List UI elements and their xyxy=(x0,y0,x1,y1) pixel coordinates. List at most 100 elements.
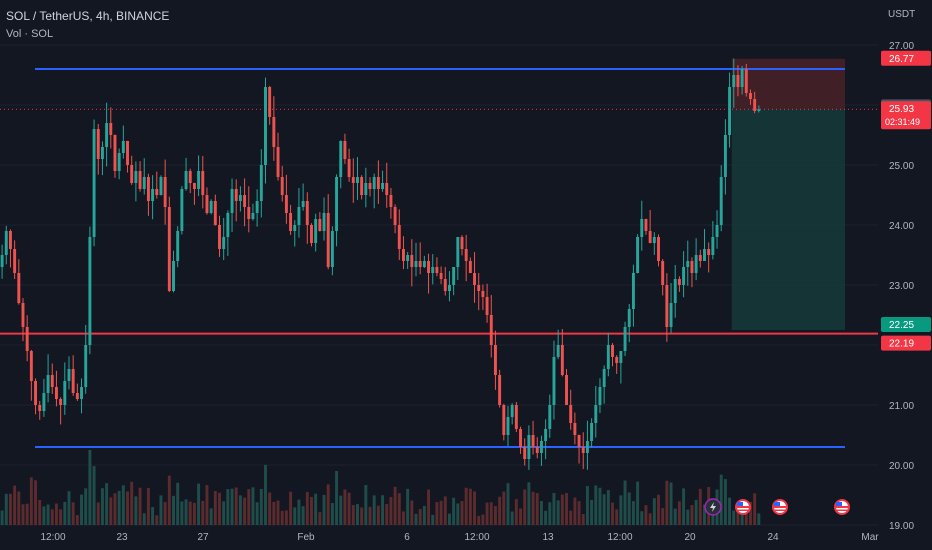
candle-body xyxy=(694,255,698,273)
candle-body xyxy=(657,237,660,261)
volume-bar xyxy=(673,508,677,525)
candle-body xyxy=(213,201,217,225)
volume-bar xyxy=(109,497,113,525)
volume-bar xyxy=(356,504,359,525)
volume-bar xyxy=(121,485,125,525)
candle-body xyxy=(96,129,100,159)
candle-body xyxy=(13,249,17,273)
candle-body xyxy=(673,279,677,303)
position-tool[interactable] xyxy=(731,58,845,330)
candle-body xyxy=(498,375,502,405)
candle-body xyxy=(163,177,167,207)
candle-body xyxy=(393,207,397,225)
volume-bar xyxy=(188,501,192,525)
volume-bar xyxy=(155,515,159,525)
candle-body xyxy=(381,183,385,189)
candle-body xyxy=(631,273,635,309)
volume-bar xyxy=(172,495,175,525)
price-tick-label: 25.00 xyxy=(889,161,914,172)
us-flag-stripe xyxy=(774,509,786,511)
candle-body xyxy=(753,99,757,111)
candle-body xyxy=(222,237,226,249)
volume-bar xyxy=(88,450,92,525)
volume-bar xyxy=(565,492,568,525)
candle-body xyxy=(356,177,359,183)
time-tick-label: 13 xyxy=(542,532,554,543)
candle-body xyxy=(330,231,334,267)
price-label-text: 22.25 xyxy=(889,320,914,331)
candle-body xyxy=(661,261,665,285)
candle-body xyxy=(54,387,58,399)
currency-label: USDT xyxy=(888,9,916,20)
candle-body xyxy=(21,303,25,327)
volume-bar xyxy=(126,491,129,525)
price-label-bg xyxy=(881,101,931,130)
candle-body xyxy=(126,141,129,165)
candle-body xyxy=(565,375,568,405)
candle-body xyxy=(707,249,711,255)
volume-bar xyxy=(703,504,706,525)
candle-body xyxy=(184,171,188,189)
candle-body xyxy=(652,237,656,243)
chart-title[interactable]: SOL / TetherUS, 4h, BINANCE xyxy=(6,9,170,23)
volume-bar xyxy=(25,503,29,525)
volume-bar xyxy=(757,513,761,525)
volume-bar xyxy=(343,489,347,525)
candle-body xyxy=(535,447,539,453)
candle-body xyxy=(75,393,79,399)
candle-body xyxy=(539,441,543,453)
volume-bar xyxy=(151,507,155,525)
candle-body xyxy=(167,207,171,291)
candle-body xyxy=(606,345,610,369)
volume-bar xyxy=(243,497,247,525)
volume-bar xyxy=(159,495,163,525)
candle-body xyxy=(439,273,443,279)
price-tick-label: 20.00 xyxy=(889,461,914,472)
volume-bar xyxy=(130,481,134,525)
candle-body xyxy=(623,327,627,351)
candle-body xyxy=(477,285,481,291)
horizontal-lines-layer[interactable] xyxy=(0,68,878,448)
candle-body xyxy=(38,405,42,411)
time-axis[interactable]: 12:00 23 27 Feb 6 12:00 13 12:00 20 24 Mar xyxy=(40,532,879,543)
candle-body xyxy=(368,183,372,189)
volume-bar xyxy=(443,496,447,525)
volume-bar xyxy=(146,488,150,525)
candle-body xyxy=(25,327,29,351)
volume-bar xyxy=(113,493,117,525)
price-tick-label: 23.00 xyxy=(889,281,914,292)
volume-bar xyxy=(54,503,58,525)
candle-body xyxy=(531,435,535,447)
us-flag-stripe xyxy=(737,509,749,511)
take-profit-zone[interactable] xyxy=(731,109,845,330)
volume-bar xyxy=(29,477,33,525)
candle-body xyxy=(376,177,380,189)
candle-body xyxy=(468,261,472,273)
candle-body xyxy=(59,399,63,405)
us-flag-stripe xyxy=(774,506,786,508)
candle-body xyxy=(226,213,230,237)
stop-loss-zone[interactable] xyxy=(731,58,845,110)
volume-bar xyxy=(360,507,364,525)
volume-bar xyxy=(464,487,468,525)
candle-body xyxy=(406,255,410,261)
candle-body xyxy=(590,423,594,441)
volume-bar xyxy=(640,511,644,525)
volume-bar xyxy=(510,511,514,525)
volume-bar xyxy=(623,480,627,525)
candle-body xyxy=(364,183,368,195)
volume-bar xyxy=(301,506,305,525)
candle-body xyxy=(88,237,92,345)
volume-bar xyxy=(71,502,75,525)
volume-bar xyxy=(669,482,673,525)
candle-body xyxy=(569,405,573,423)
volume-indicator-label[interactable]: Vol · SOL xyxy=(6,28,54,40)
volume-bar xyxy=(677,501,681,525)
volume-bar xyxy=(481,514,485,525)
volume-bar xyxy=(259,488,263,525)
volume-bar xyxy=(422,505,426,525)
events-layer[interactable] xyxy=(704,498,850,516)
price-label-bg xyxy=(881,317,931,332)
volume-bar xyxy=(96,502,100,525)
